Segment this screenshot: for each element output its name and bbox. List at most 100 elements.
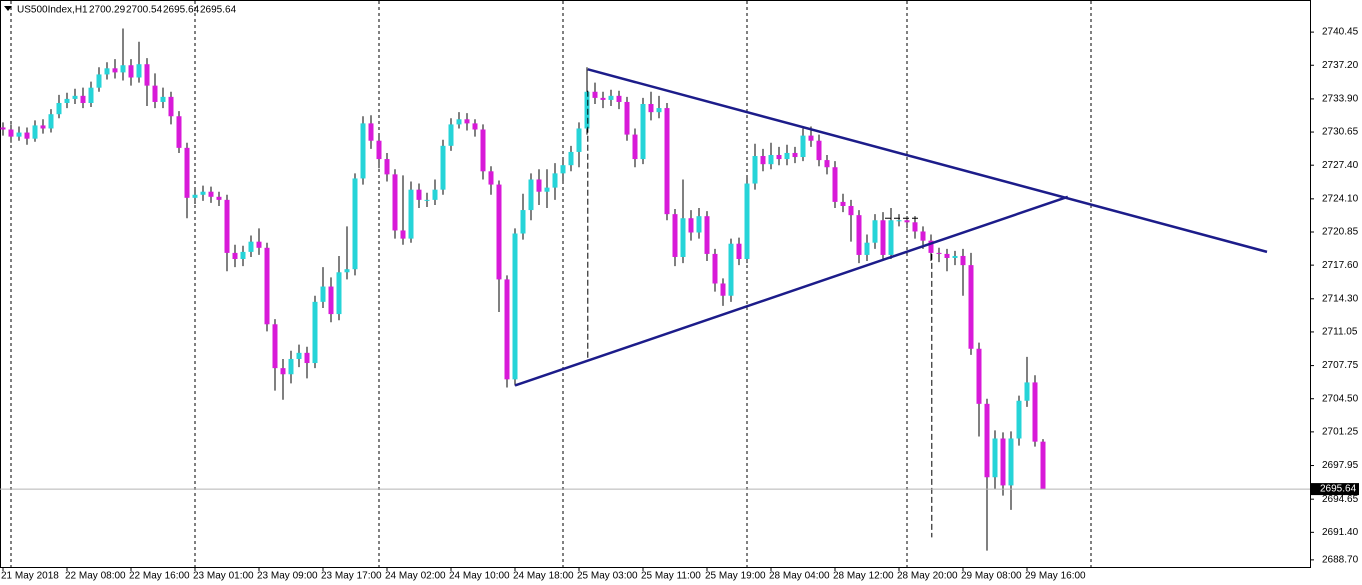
x-tick-label: 24 May 10:00 — [449, 571, 510, 582]
symbol-menu-icon[interactable] — [4, 6, 12, 11]
candle-body — [496, 184, 502, 280]
candle-body — [696, 216, 702, 233]
candle-body — [1016, 400, 1022, 439]
candle-body — [392, 174, 398, 231]
x-tick-label: 24 May 02:00 — [385, 571, 446, 582]
plot — [0, 28, 1268, 551]
ohlc-high: 2700.54 — [126, 5, 163, 16]
candle-body — [304, 352, 310, 364]
candle-body — [384, 159, 390, 175]
candle-body — [280, 368, 286, 375]
last-price-label: 2695.64 — [1320, 484, 1357, 495]
x-tick-label: 25 May 19:00 — [705, 571, 766, 582]
y-tick-label: 2730.65 — [1322, 127, 1359, 138]
candle-body — [624, 101, 630, 135]
chart-title: US500Index,H1 — [17, 5, 88, 16]
candle-body — [816, 140, 822, 161]
candle-body — [344, 269, 350, 273]
candle-body — [720, 283, 726, 296]
candle-body — [400, 230, 406, 239]
candle-body — [768, 154, 774, 165]
y-tick-label: 2717.60 — [1322, 260, 1359, 271]
candle-body — [672, 214, 678, 257]
y-tick-label: 2733.90 — [1322, 94, 1359, 105]
candle-body — [136, 64, 142, 78]
candle-body — [208, 191, 214, 197]
candle-body — [992, 438, 998, 478]
candle-body — [616, 95, 622, 102]
candle-body — [752, 156, 758, 184]
candle-body — [928, 240, 934, 253]
candle-body — [168, 96, 174, 117]
candle-body — [72, 95, 78, 99]
x-tick-label: 25 May 11:00 — [641, 571, 701, 582]
candle-body — [792, 152, 798, 158]
candle-body — [560, 165, 566, 174]
candle-body — [216, 196, 222, 200]
candle-body — [472, 123, 478, 130]
candle-body — [512, 233, 518, 380]
candle-body — [288, 358, 294, 375]
candle-body — [568, 151, 574, 166]
candle-body — [488, 171, 494, 185]
candle-body — [336, 272, 342, 315]
candle-body — [464, 119, 470, 124]
candle-body — [240, 251, 246, 260]
x-tick-label: 28 May 04:00 — [769, 571, 830, 582]
candle-body — [712, 253, 718, 284]
candle-body — [880, 220, 886, 255]
candle-body — [120, 65, 126, 73]
candle-body — [520, 210, 526, 234]
last-price-box — [1311, 483, 1359, 496]
candle-body — [432, 189, 438, 200]
x-tick-label: 21 May 2018 — [1, 571, 59, 582]
candle-body — [760, 156, 766, 165]
y-tick-label: 2707.75 — [1322, 360, 1359, 371]
x-tick-label: 23 May 09:00 — [257, 571, 318, 582]
candle-body — [688, 218, 694, 233]
candle-body — [456, 119, 462, 125]
candle-body — [16, 132, 22, 137]
candle-body — [680, 218, 686, 257]
y-tick-label: 2724.10 — [1322, 193, 1359, 204]
plot-frame — [0, 0, 1311, 568]
candle-body — [608, 95, 614, 100]
y-tick-label: 2740.45 — [1322, 27, 1359, 38]
candle-body — [864, 242, 870, 255]
candle-body — [48, 114, 54, 129]
candle-body — [528, 179, 534, 211]
y-tick-label: 2701.25 — [1322, 427, 1359, 438]
candle-body — [824, 160, 830, 168]
candle-body — [224, 199, 230, 253]
candle-body — [88, 87, 94, 103]
candle-body — [152, 85, 158, 102]
candle-body — [200, 191, 206, 195]
candle-body — [632, 134, 638, 160]
candle-body — [448, 124, 454, 146]
x-tick-label: 28 May 12:00 — [833, 571, 894, 582]
candle-body — [920, 231, 926, 241]
candle-body — [376, 140, 382, 160]
period-separators — [10, 1, 1092, 567]
candle-body — [160, 96, 166, 102]
ohlc-close: 2695.64 — [200, 5, 237, 16]
candle-body — [656, 108, 662, 113]
candle-body — [296, 352, 302, 359]
y-tick-label: 2737.20 — [1322, 60, 1359, 71]
y-tick-label: 2691.40 — [1322, 527, 1359, 538]
candle-body — [232, 252, 238, 260]
x-tick-label: 23 May 17:00 — [321, 571, 382, 582]
candle-body — [944, 253, 950, 258]
candle-body — [648, 104, 654, 113]
x-tick-label: 23 May 01:00 — [193, 571, 254, 582]
y-tick-label: 2720.85 — [1322, 227, 1359, 238]
candle-body — [736, 243, 742, 260]
candle-body — [704, 216, 710, 254]
candle-body — [776, 154, 782, 160]
candle-body — [424, 199, 430, 201]
candle-body — [144, 64, 150, 86]
candle-body — [112, 68, 118, 73]
candle-body — [968, 265, 974, 349]
candle-body — [1024, 382, 1030, 401]
